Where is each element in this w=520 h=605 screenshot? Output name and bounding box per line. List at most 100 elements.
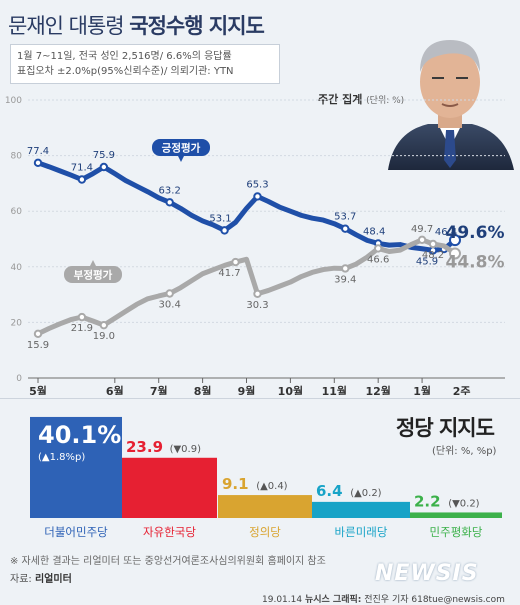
tag-disapproval: 부정평가 <box>64 260 122 283</box>
data-label: 48.2 <box>422 250 444 261</box>
data-point <box>165 289 174 298</box>
data-point <box>449 247 461 260</box>
data-label: 41.7 <box>218 268 240 279</box>
party-value-label: 40.1% <box>38 421 121 449</box>
party-name-label: 바른미래당 <box>335 525 388 539</box>
y-tick-label: 60 <box>11 207 23 217</box>
section-divider <box>0 398 520 399</box>
footnote: ※ 자세한 결과는 리얼미터 또는 중앙선거여론조사심의위원회 홈페이지 참조 <box>10 556 326 567</box>
data-point <box>341 264 350 273</box>
data-label: 15.9 <box>27 340 49 351</box>
data-point <box>165 198 174 207</box>
data-label: 45.9 <box>416 256 438 267</box>
data-point <box>231 257 240 267</box>
x-tick-label: 11월 <box>322 384 347 395</box>
data-point <box>253 192 262 201</box>
data-label: 46.4 <box>435 227 457 238</box>
party-change-label: (▲0.2) <box>350 488 381 499</box>
data-label: 44.8% <box>446 252 505 272</box>
data-label: 19.0 <box>93 331 115 342</box>
data-point <box>99 320 109 330</box>
y-tick-label: 100 <box>5 96 22 106</box>
data-point <box>417 235 427 245</box>
party-value-label: 23.9 <box>126 438 163 456</box>
party-name-label: 자유한국당 <box>143 525 196 539</box>
party-name-label: 정의당 <box>249 525 281 539</box>
chart1-grid <box>28 99 505 379</box>
y-tick-label: 40 <box>11 263 23 273</box>
credit-org: 뉴시스 그래픽: <box>304 595 362 605</box>
source: 자료: 리얼미터 <box>10 570 72 585</box>
data-label: 30.4 <box>159 299 181 310</box>
party-change-label: (▼0.9) <box>170 444 201 455</box>
data-label: 21.9 <box>71 323 93 334</box>
party-bar <box>218 495 312 518</box>
credit: 19.01.14 뉴시스 그래픽: 전진우 기자 618tue@newsis.c… <box>262 592 505 605</box>
party-name-label: 더불어민주당 <box>44 525 108 539</box>
data-point <box>77 312 87 322</box>
president-portrait <box>388 40 514 170</box>
data-point <box>33 329 43 338</box>
party-value-label: 2.2 <box>414 492 441 510</box>
party-bar <box>30 416 122 518</box>
data-label: 53.7 <box>334 212 356 223</box>
data-point <box>220 226 229 235</box>
party-change-label: (▼0.2) <box>448 498 479 509</box>
data-label: 49.7 <box>411 224 433 235</box>
x-tick-label: 10월 <box>278 384 303 395</box>
data-point <box>99 162 109 172</box>
x-tick-label: 9월 <box>238 384 256 395</box>
data-point <box>428 239 438 249</box>
svg-text:부정평가: 부정평가 <box>74 269 113 282</box>
x-tick-label: 12월 <box>365 384 390 395</box>
data-point <box>449 234 461 247</box>
chart1-y-axis: 100 80 60 40 20 0 <box>5 96 22 384</box>
x-tick-label: 8월 <box>194 384 212 395</box>
chart2-bars: 40.1% (▲1.8%p) 더불어민주당 23.9 (▼0.9) 자유한국당 9.1 (▲0… <box>30 416 502 539</box>
series-line-0 <box>35 160 458 253</box>
x-tick-label: 5월 <box>29 384 47 395</box>
data-label: 65.3 <box>246 179 268 190</box>
survey-info-box: 1월 7~11일, 전국 성인 2,516명/ 6.6%의 응답률 표집오차 ±… <box>10 44 280 84</box>
data-label: 53.1 <box>209 213 231 224</box>
data-label: 49.6% <box>446 223 505 243</box>
party-bar <box>410 512 502 518</box>
data-label: 46.6 <box>367 254 389 265</box>
y-tick-label: 0 <box>16 374 22 384</box>
newsis-watermark: NEWSIS <box>375 561 479 586</box>
unit-sub: (단위: %) <box>366 96 405 106</box>
party-bar-chart: 40.1% (▲1.8%p) 더불어민주당 23.9 (▼0.9) 자유한국당 9.1 (▲0… <box>30 416 502 539</box>
x-tick-label: 6월 <box>106 384 124 395</box>
x-tick-label: 7월 <box>150 384 168 395</box>
data-label: 63.2 <box>159 185 181 196</box>
y-tick-label: 80 <box>11 152 23 162</box>
survey-line-1: 1월 7~11일, 전국 성인 2,516명/ 6.6%의 응답률 <box>17 51 232 62</box>
data-label: 77.4 <box>27 146 49 157</box>
x-tick-label: 1월 <box>413 384 431 395</box>
x-tick-label: 2주 <box>453 385 471 395</box>
data-label: 30.3 <box>246 300 268 311</box>
data-label: 39.4 <box>334 274 356 285</box>
party-chart-unit: (단위: %, %p) <box>432 446 497 457</box>
party-bar <box>122 457 217 518</box>
data-point <box>77 175 87 184</box>
source-label: 자료: <box>10 574 32 585</box>
data-point <box>373 244 383 253</box>
chart1-x-axis: 5월 6월 7월 8월 9월 10월 11월 12월 1월 2주 <box>29 378 470 395</box>
title-bold: 국정수행 지지도 <box>129 14 265 38</box>
party-bar <box>312 501 410 518</box>
data-label: 71.4 <box>71 163 93 174</box>
party-name-label: 민주평화당 <box>430 525 483 539</box>
data-point <box>341 224 350 233</box>
party-value-label: 9.1 <box>222 475 249 493</box>
page-title: 문재인 대통령 국정수행 지지도 <box>8 10 265 40</box>
y-tick-label: 20 <box>11 318 23 328</box>
survey-line-2: 표집오차 ±2.0%p(95%신뢰수준)/ 의뢰기관: YTN <box>17 66 234 77</box>
approval-line-chart: 100 80 60 40 20 0 5월 6월 7월 8월 9월 10월 11월 12월 1월 2주 77.… <box>5 96 505 395</box>
credit-date: 19.01.14 <box>262 595 303 605</box>
data-label: 48.4 <box>363 226 385 237</box>
data-point <box>33 158 43 168</box>
chart1-series <box>33 158 461 338</box>
party-change-label: (▲0.4) <box>256 481 287 492</box>
